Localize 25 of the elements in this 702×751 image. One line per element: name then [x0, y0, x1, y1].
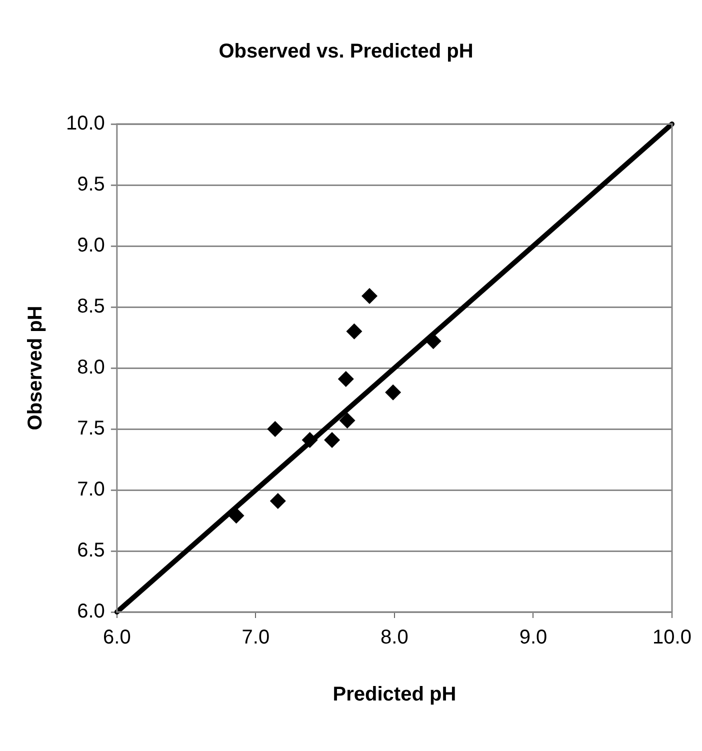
y-tick-label: 6.5	[77, 540, 105, 562]
x-tick-label: 6.0	[103, 626, 131, 649]
chart-title: Observed vs. Predicted pH	[218, 40, 474, 63]
y-tick-label: 6.0	[77, 600, 105, 623]
point	[338, 370, 354, 387]
point	[270, 492, 286, 509]
point	[361, 288, 378, 304]
y-tick-label: 9.0	[77, 234, 105, 257]
x-tick-label: 9.0	[519, 626, 548, 649]
y-tick-label: 7.0	[77, 478, 105, 501]
y-tick-label: 8.0	[77, 356, 105, 379]
y-tick-label: 9.5	[77, 174, 105, 196]
x-tick-label: 10.0	[652, 626, 692, 649]
x-tick-label: 8.0	[380, 626, 408, 649]
point	[385, 384, 402, 400]
x-tick-label: 7.0	[242, 626, 270, 649]
point	[339, 412, 356, 428]
point	[324, 432, 340, 448]
point	[346, 323, 362, 340]
y-tick-label: 7.5	[77, 418, 105, 440]
point	[267, 421, 284, 437]
y-tick-label: 10.0	[66, 112, 105, 135]
x-axis-title: Predicted pH	[332, 684, 456, 706]
y-axis-title: Observed pH	[24, 306, 47, 430]
y-tick-label: 8.5	[77, 296, 105, 318]
